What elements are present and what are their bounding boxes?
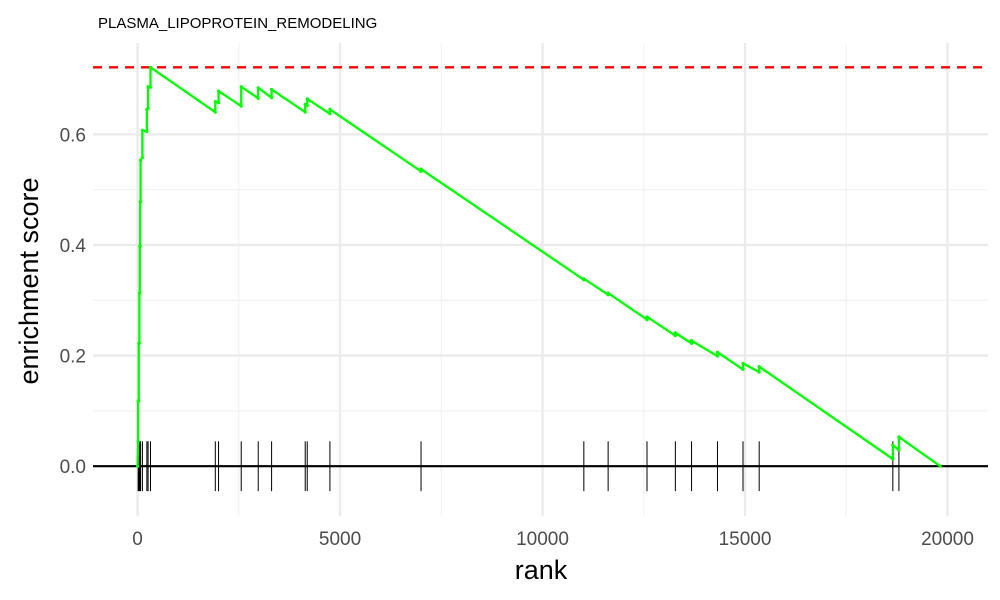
enrichment-score-point	[269, 87, 274, 92]
enrichment-score-point	[328, 107, 332, 111]
enrichment-score-point	[715, 350, 720, 354]
enrichment-score-point	[138, 244, 142, 248]
enrichment-score-point	[213, 100, 217, 104]
enrichment-score-point	[269, 96, 274, 100]
enrichment-score-point	[419, 169, 423, 173]
enrichment-score-point	[137, 399, 141, 403]
y-axis-label: enrichment score	[14, 177, 44, 384]
x-tick-label: 10000	[516, 529, 569, 550]
enrichment-score-point	[897, 448, 901, 452]
enrichment-score-point	[891, 457, 895, 461]
enrichment-score-point	[148, 85, 153, 89]
enrichment-score-point	[239, 104, 243, 108]
enrichment-score-point	[239, 85, 243, 89]
enrichment-score-point	[146, 85, 150, 89]
enrichment-score-point	[606, 291, 610, 295]
enrichment-score-point	[645, 318, 649, 322]
enrichment-score-point	[135, 464, 140, 468]
grid	[93, 43, 988, 516]
enrichment-score-point	[891, 443, 895, 447]
enrichment-score-point	[136, 439, 140, 443]
enrichment-score-point	[146, 106, 150, 110]
plot-series-layer	[93, 65, 988, 492]
chart-title: PLASMA_LIPOPROTEIN_REMODELING	[98, 15, 377, 32]
enrichment-score-point	[757, 370, 761, 374]
enrichment-score-point	[256, 96, 260, 100]
enrichment-score-point	[213, 110, 217, 114]
y-tick-label: 0.0	[60, 457, 86, 478]
x-tick-label: 15000	[719, 529, 772, 550]
enrichment-score-point	[305, 97, 309, 101]
enrichment-score-point	[645, 315, 649, 319]
enrichment-score-point	[148, 65, 153, 69]
y-tick-label: 0.2	[60, 347, 86, 368]
x-axis-label: rank	[515, 555, 568, 585]
enrichment-score-point	[137, 341, 141, 345]
enrichment-score-point	[689, 339, 694, 343]
enrichment-score-point	[582, 277, 586, 281]
enrichment-score-point	[757, 365, 761, 369]
enrichment-score-point	[216, 89, 221, 93]
enrichment-score-point	[138, 158, 143, 162]
enrichment-score-line	[136, 66, 941, 468]
enrichment-score-point	[303, 110, 307, 114]
enrichment-score-point	[138, 200, 143, 204]
enrichment-score-point	[328, 112, 332, 116]
x-tick-label: 20000	[921, 529, 974, 550]
enrichment-score-point	[138, 291, 142, 295]
enrichment-score-point	[741, 361, 745, 365]
x-tick-label: 5000	[319, 529, 361, 550]
enrichment-score-point	[305, 103, 309, 108]
axis-ticks: 0 5000 10000 15000 20000 0.0 0.2 0.4 0.6	[60, 125, 974, 550]
enrichment-score-point	[216, 101, 221, 105]
enrichment-score-point	[715, 354, 720, 358]
enrichment-score-point	[938, 464, 942, 468]
enrichment-score-point	[140, 128, 145, 133]
enrichment-score-point	[673, 331, 677, 335]
y-tick-label: 0.4	[60, 236, 87, 257]
enrichment-score-point	[140, 155, 145, 160]
enrichment-score-point	[741, 367, 745, 371]
y-tick-label: 0.6	[60, 125, 86, 146]
enrichment-score-point	[689, 341, 694, 345]
x-tick-label: 0	[132, 529, 143, 550]
enrichment-score-point	[897, 435, 901, 439]
enrichment-score-point	[673, 334, 677, 338]
enrichment-score-point	[419, 167, 423, 171]
enrichment-score-point	[145, 129, 149, 134]
enrichment-score-point	[256, 86, 260, 90]
